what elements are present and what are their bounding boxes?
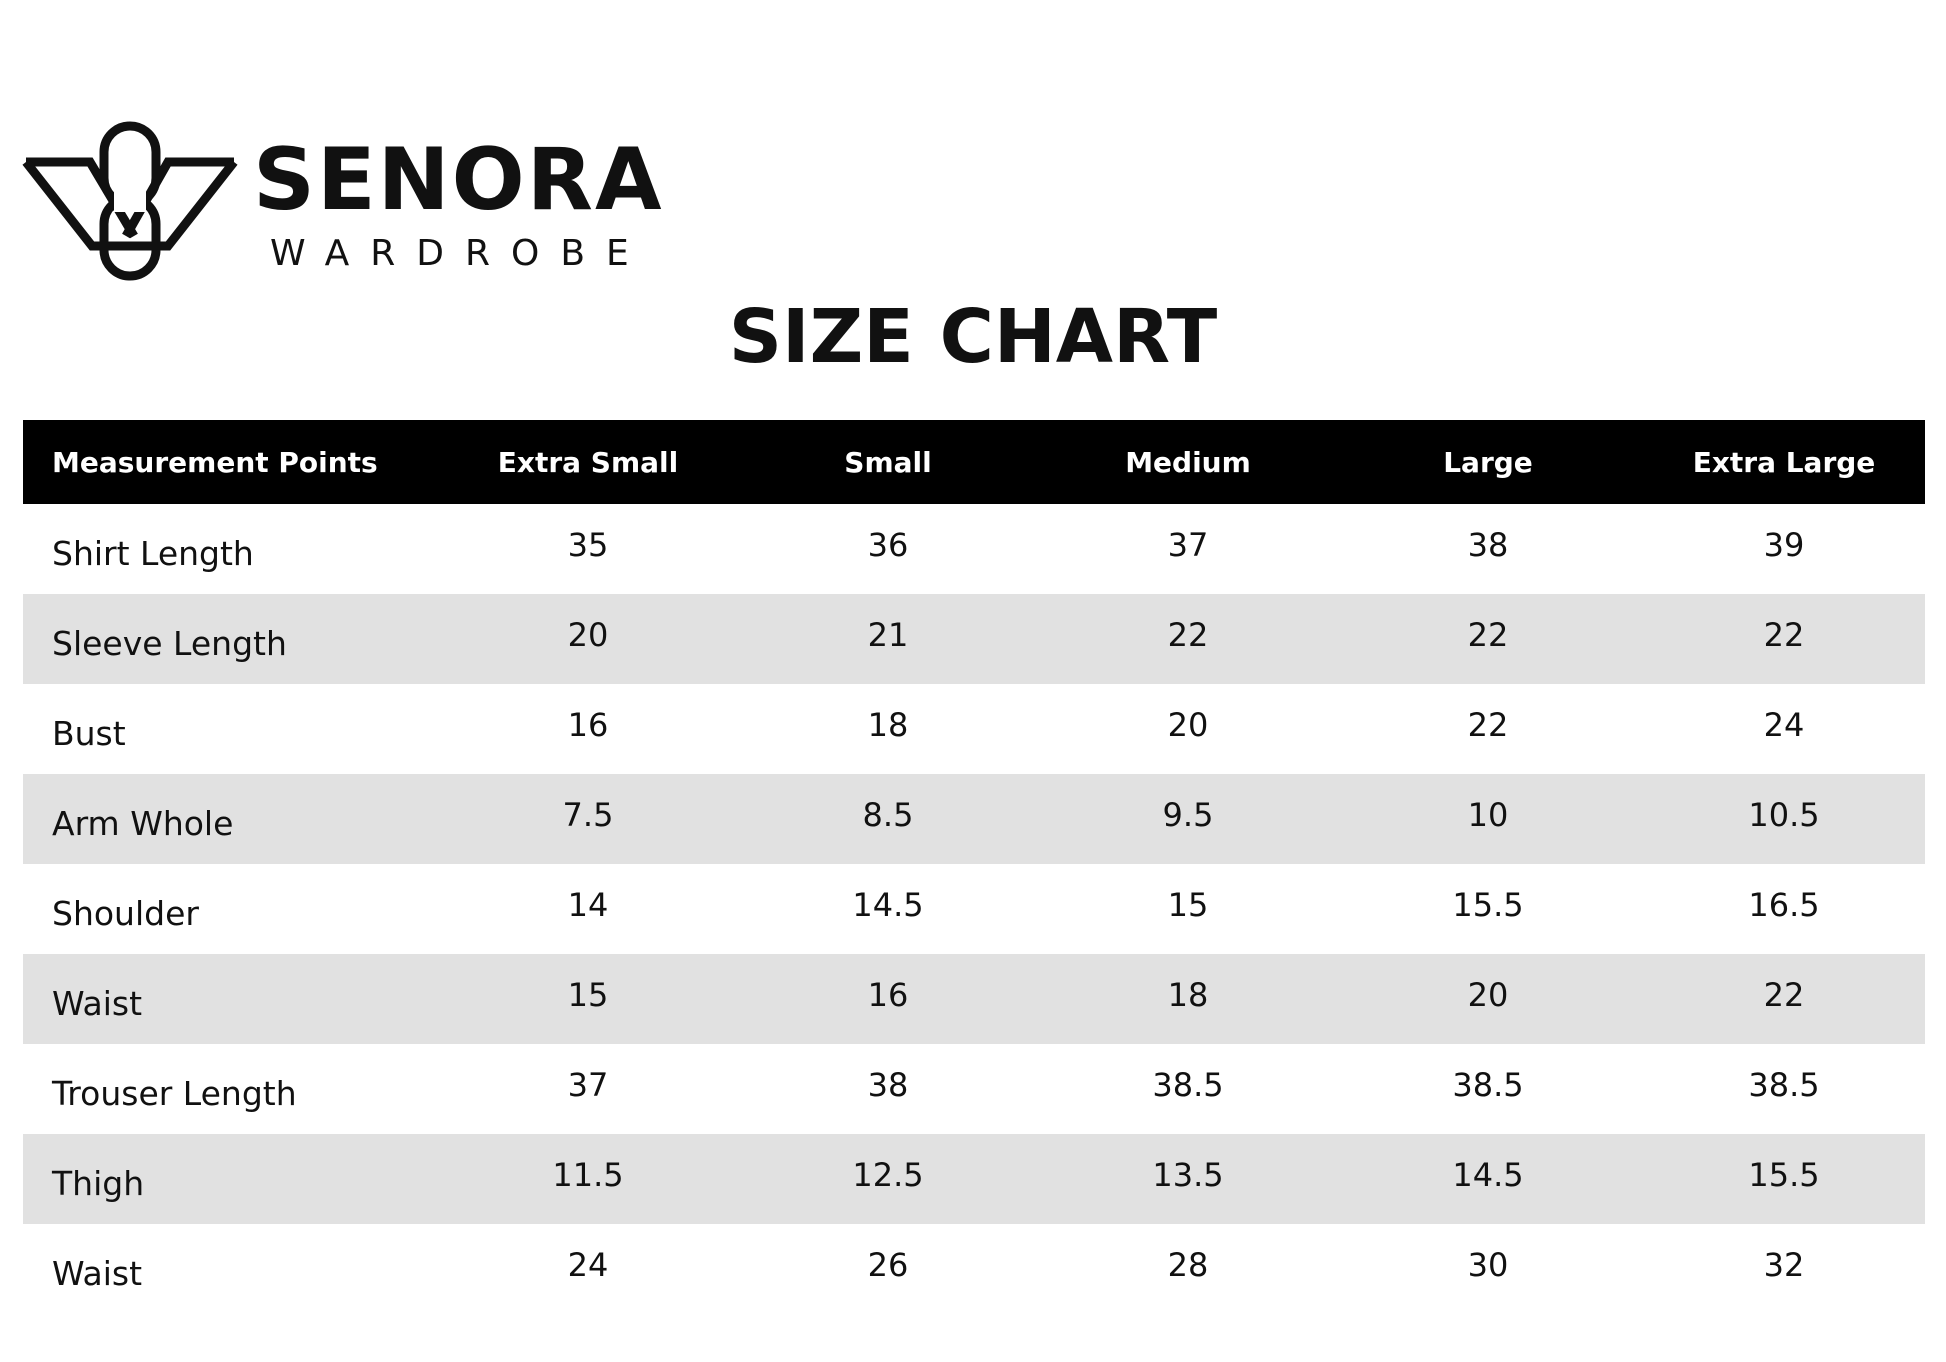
table-row: Arm Whole 7.5 8.5 9.5 10 10.5 [23, 774, 1925, 864]
cell-medium: 13.5 [1043, 1134, 1333, 1224]
cell-extra-small: 15 [443, 954, 733, 1044]
header-medium: Medium [1043, 420, 1333, 504]
brand-tagline: WARDROBE [270, 233, 650, 274]
table-row: Sleeve Length 20 21 22 22 22 [23, 594, 1925, 684]
cell-extra-large: 38.5 [1748, 1066, 1820, 1104]
cell-medium: 37 [1167, 526, 1209, 564]
cell-small: 16 [733, 954, 1043, 1044]
cell-medium: 38.5 [1152, 1066, 1224, 1104]
table-row: Waist 24 26 28 30 32 [23, 1224, 1925, 1314]
cell-large: 38.5 [1452, 1066, 1524, 1104]
page-title: SIZE CHART [728, 294, 1218, 380]
row-label: Bust [52, 713, 126, 753]
table-row: Bust 16 18 20 22 24 [23, 684, 1925, 774]
cell-small: 21 [733, 594, 1043, 684]
cell-extra-large: 32 [1763, 1246, 1805, 1284]
brand-logo-icon [22, 121, 238, 281]
cell-medium: 22 [1043, 594, 1333, 684]
cell-large: 22 [1467, 706, 1509, 744]
size-chart-table: Measurement Points Extra Small Small Med… [23, 420, 1925, 1314]
row-label: Thigh [23, 1134, 443, 1224]
row-label: Waist [52, 1253, 143, 1293]
header-small: Small [733, 420, 1043, 504]
cell-extra-small: 24 [567, 1246, 609, 1284]
table-header-row: Measurement Points Extra Small Small Med… [23, 420, 1925, 504]
cell-extra-small: 7.5 [443, 774, 733, 864]
table-row: Shirt Length 35 36 37 38 39 [23, 504, 1925, 594]
header-extra-small: Extra Small [443, 420, 733, 504]
brand-name: SENORA [253, 130, 664, 230]
cell-large: 20 [1333, 954, 1643, 1044]
cell-medium: 15 [1167, 886, 1209, 924]
cell-small: 18 [867, 706, 909, 744]
cell-large: 38 [1467, 526, 1509, 564]
table-row: Waist 15 16 18 20 22 [23, 954, 1925, 1044]
cell-large: 10 [1333, 774, 1643, 864]
row-label: Waist [23, 954, 443, 1044]
cell-extra-small: 14 [567, 886, 609, 924]
cell-extra-small: 37 [567, 1066, 609, 1104]
row-label: Arm Whole [23, 774, 443, 864]
table-row: Trouser Length 37 38 38.5 38.5 38.5 [23, 1044, 1925, 1134]
cell-large: 14.5 [1333, 1134, 1643, 1224]
cell-extra-large: 15.5 [1643, 1134, 1925, 1224]
cell-small: 8.5 [733, 774, 1043, 864]
cell-extra-large: 22 [1643, 954, 1925, 1044]
cell-small: 26 [867, 1246, 909, 1284]
cell-extra-large: 22 [1643, 594, 1925, 684]
cell-small: 36 [867, 526, 909, 564]
header-measurement-points: Measurement Points [23, 420, 443, 504]
header-large: Large [1333, 420, 1643, 504]
cell-extra-small: 20 [443, 594, 733, 684]
cell-medium: 28 [1167, 1246, 1209, 1284]
cell-medium: 9.5 [1043, 774, 1333, 864]
row-label: Trouser Length [52, 1073, 297, 1113]
table-row: Shoulder 14 14.5 15 15.5 16.5 [23, 864, 1925, 954]
row-label: Shirt Length [52, 533, 254, 573]
cell-medium: 20 [1167, 706, 1209, 744]
cell-extra-large: 10.5 [1643, 774, 1925, 864]
row-label: Shoulder [52, 893, 199, 933]
cell-extra-large: 16.5 [1748, 886, 1820, 924]
cell-extra-small: 16 [567, 706, 609, 744]
cell-extra-small: 11.5 [443, 1134, 733, 1224]
row-label: Sleeve Length [23, 594, 443, 684]
header-extra-large: Extra Large [1643, 420, 1925, 504]
cell-small: 14.5 [852, 886, 924, 924]
cell-small: 12.5 [733, 1134, 1043, 1224]
cell-medium: 18 [1043, 954, 1333, 1044]
cell-extra-large: 39 [1763, 526, 1805, 564]
cell-large: 15.5 [1452, 886, 1524, 924]
cell-large: 30 [1467, 1246, 1509, 1284]
cell-small: 38 [867, 1066, 909, 1104]
cell-extra-large: 24 [1763, 706, 1805, 744]
cell-large: 22 [1333, 594, 1643, 684]
table-row: Thigh 11.5 12.5 13.5 14.5 15.5 [23, 1134, 1925, 1224]
cell-extra-small: 35 [567, 526, 609, 564]
